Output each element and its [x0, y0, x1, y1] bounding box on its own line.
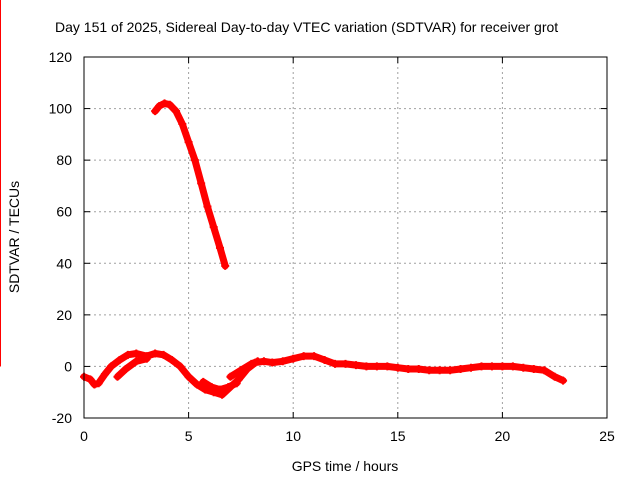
data-point	[278, 357, 287, 366]
y-tick-label: 100	[49, 101, 73, 117]
data-point	[508, 362, 517, 371]
x-axis-label: GPS time / hours	[292, 458, 399, 474]
data-point	[94, 379, 103, 388]
data-point	[123, 350, 132, 359]
data-point	[519, 363, 528, 372]
data-point	[192, 380, 201, 389]
data-point	[165, 100, 174, 109]
x-tick-label: 10	[285, 428, 301, 444]
y-tick-label: 120	[49, 49, 73, 65]
data-point	[477, 362, 486, 371]
data-point	[121, 365, 130, 374]
data-point	[115, 355, 124, 364]
data-point	[320, 355, 329, 364]
data-point	[100, 370, 109, 379]
series-layer	[0, 0, 568, 399]
data-point	[155, 101, 164, 110]
data-point	[167, 355, 176, 364]
data-point	[236, 366, 245, 375]
data-point	[487, 362, 496, 371]
tick-marks	[83, 56, 608, 419]
data-point	[178, 120, 187, 129]
data-point	[404, 365, 413, 374]
data-point	[550, 372, 559, 381]
data-point	[559, 376, 568, 385]
data-point	[184, 138, 193, 147]
data-point	[184, 372, 193, 381]
data-point	[215, 385, 224, 394]
data-point	[414, 365, 423, 374]
data-point	[107, 362, 116, 371]
y-axis-label: SDTVAR / TECUs	[6, 181, 22, 293]
data-point	[232, 379, 241, 388]
data-point	[393, 363, 402, 372]
data-point	[435, 366, 444, 375]
data-point	[446, 366, 455, 375]
data-point	[351, 361, 360, 370]
y-tick-label: 60	[56, 204, 72, 220]
data-point	[90, 380, 99, 389]
data-point	[299, 352, 308, 361]
data-point	[113, 372, 122, 381]
data-point	[176, 362, 185, 371]
data-point	[221, 261, 230, 270]
x-tick-label: 15	[390, 428, 406, 444]
data-point	[362, 362, 371, 371]
data-point	[215, 243, 224, 252]
x-tick-label: 0	[80, 428, 88, 444]
y-tick-label: 20	[56, 307, 72, 323]
data-point	[268, 358, 277, 367]
data-point	[199, 377, 208, 386]
data-point	[86, 375, 95, 384]
data-point	[132, 357, 141, 366]
y-tick-label: 80	[56, 152, 72, 168]
data-point	[341, 359, 350, 368]
data-point	[132, 349, 141, 358]
data-point	[331, 359, 340, 368]
data-point	[310, 352, 319, 361]
data-point	[456, 365, 465, 374]
data-point	[498, 362, 507, 371]
data-point	[226, 372, 235, 381]
data-point	[372, 362, 381, 371]
data-point	[159, 350, 168, 359]
data-point	[197, 179, 206, 188]
y-tick-label: -20	[52, 410, 72, 426]
data-point	[529, 365, 538, 374]
y-tick-label: 40	[56, 255, 72, 271]
data-point	[289, 354, 298, 363]
series-trace-2	[114, 355, 151, 381]
data-point	[383, 362, 392, 371]
data-point	[203, 202, 212, 211]
data-point	[540, 366, 549, 375]
data-point	[247, 359, 256, 368]
data-point	[467, 363, 476, 372]
x-tick-label: 5	[185, 428, 193, 444]
plot-frame	[83, 56, 608, 419]
series-trace-4	[226, 357, 262, 381]
data-point	[172, 107, 181, 116]
x-tick-label: 20	[495, 428, 511, 444]
data-point	[190, 156, 199, 165]
chart-title: Day 151 of 2025, Sidereal Day-to-day VTE…	[55, 19, 558, 35]
data-point	[425, 366, 434, 375]
x-tick-label: 25	[599, 428, 615, 444]
data-point	[151, 349, 160, 358]
data-point	[142, 354, 151, 363]
data-point	[160, 99, 169, 108]
data-point	[151, 107, 160, 116]
data-point	[253, 357, 262, 366]
y-tick-label: 0	[64, 358, 72, 374]
tick-labels: 0 5 10 15 20 25 -20 0 20 40 60 80 100 120	[49, 49, 615, 444]
data-point	[209, 223, 218, 232]
data-point	[224, 383, 233, 392]
data-point	[207, 383, 216, 392]
